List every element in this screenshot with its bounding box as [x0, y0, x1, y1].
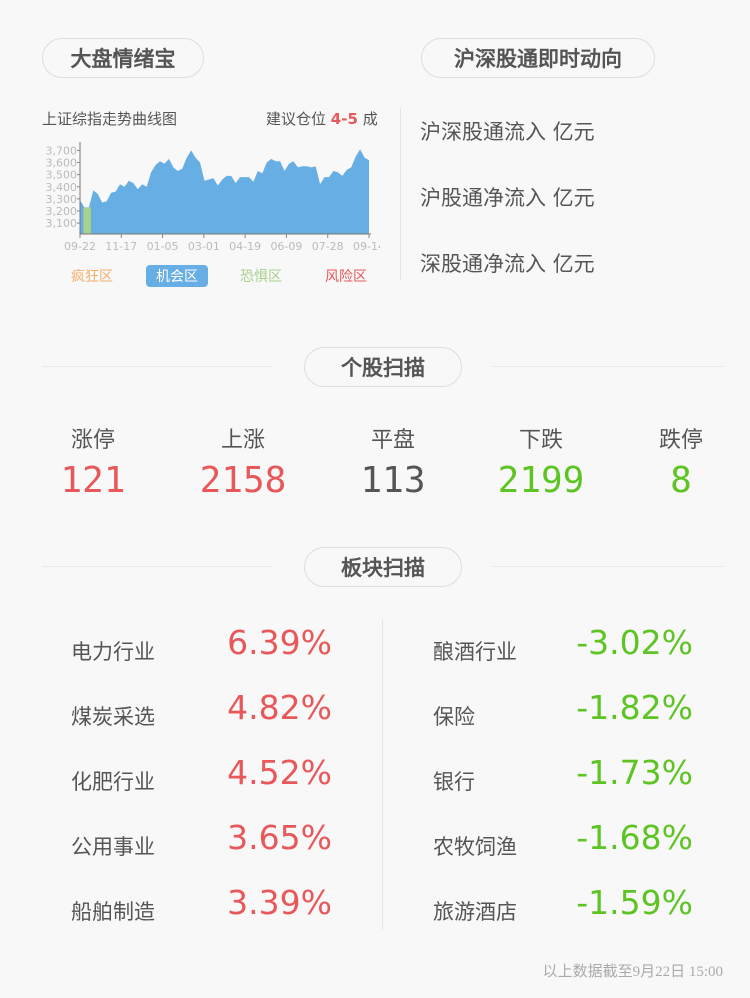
- stat-value: 8: [670, 460, 692, 501]
- x-tick-label: 09-22: [64, 240, 96, 253]
- sector-change: -1.73%: [576, 753, 693, 792]
- advice-suffix: 成: [362, 110, 378, 128]
- sector-name: 公用事业: [71, 835, 155, 859]
- y-tick-label: 3,500: [46, 169, 78, 182]
- x-tick-label: 09-14: [353, 240, 380, 253]
- stat-label: 上涨: [220, 428, 265, 453]
- sector-name: 保险: [433, 705, 475, 729]
- stat-value: 113: [360, 460, 426, 501]
- x-tick-label: 11-17: [105, 240, 137, 253]
- stat-label: 下跌: [518, 428, 563, 453]
- sector-change: 4.82%: [227, 688, 332, 727]
- legend-opportunity: 机会区: [146, 265, 208, 287]
- y-tick-label: 3,400: [46, 181, 78, 194]
- x-tick-label: 06-09: [270, 240, 302, 253]
- y-tick-label: 3,100: [46, 217, 78, 230]
- fear-zone-mark: [83, 207, 91, 234]
- sector-name: 农牧饲渔: [433, 835, 517, 859]
- sector-change: -1.59%: [576, 883, 693, 922]
- stat-label: 涨停: [70, 428, 115, 453]
- stat-value: 121: [60, 460, 126, 501]
- stocks-title: 个股扫描: [304, 347, 462, 387]
- x-tick-label: 03-01: [188, 240, 220, 253]
- stat-label: 跌停: [658, 428, 703, 453]
- sector-name: 旅游酒店: [433, 900, 517, 924]
- x-tick-label: 04-19: [229, 240, 261, 253]
- sector-change: -1.68%: [576, 818, 693, 857]
- legend-crazy: 疯狂区: [71, 269, 113, 285]
- footer-note: 以上数据截至9月22日 15:00: [542, 964, 723, 980]
- divider: [42, 566, 272, 567]
- sector-change: 3.65%: [227, 818, 332, 857]
- sector-name: 化肥行业: [71, 770, 155, 794]
- y-tick-label: 3,300: [46, 193, 78, 206]
- sector-name: 银行: [433, 770, 475, 794]
- position-advice: 建议仓位 4-5 成: [266, 108, 378, 129]
- y-tick-label: 3,600: [46, 157, 78, 170]
- sector-divider: [382, 620, 383, 930]
- sector-name: 船舶制造: [71, 900, 155, 924]
- advice-prefix: 建议仓位: [266, 110, 327, 128]
- divider: [42, 366, 272, 367]
- index-area: [80, 149, 369, 234]
- x-tick-label: 01-05: [147, 240, 179, 253]
- y-tick-label: 3,200: [46, 205, 78, 218]
- flow-row: 沪深股通流入 亿元: [420, 120, 595, 144]
- sector-change: 6.39%: [227, 623, 332, 662]
- chart-title: 上证综指走势曲线图: [42, 110, 178, 128]
- sector-name: 电力行业: [71, 640, 155, 664]
- sector-change: -3.02%: [576, 623, 693, 662]
- flow-row: 深股通净流入 亿元: [420, 252, 595, 276]
- legend-risk: 风险区: [325, 269, 367, 285]
- stat-value: 2158: [199, 460, 287, 501]
- legend-fear: 恐惧区: [240, 269, 282, 285]
- sector-change: -1.82%: [576, 688, 693, 727]
- vertical-divider: [400, 108, 401, 280]
- divider: [492, 366, 724, 367]
- x-tick-label: 07-28: [312, 240, 344, 253]
- connect-title: 沪深股通即时动向: [421, 38, 655, 78]
- stat-label: 平盘: [370, 428, 415, 453]
- sentiment-title: 大盘情绪宝: [42, 38, 204, 78]
- sector-name: 煤炭采选: [71, 705, 155, 729]
- sectors-title: 板块扫描: [304, 547, 462, 587]
- stat-value: 2199: [497, 460, 585, 501]
- flow-row: 沪股通净流入 亿元: [420, 186, 595, 210]
- sector-name: 酿酒行业: [433, 640, 517, 664]
- sector-change: 3.39%: [227, 883, 332, 922]
- sector-change: 4.52%: [227, 753, 332, 792]
- y-tick-label: 3,700: [46, 144, 78, 157]
- advice-value: 4-5: [330, 110, 358, 128]
- divider: [492, 566, 724, 567]
